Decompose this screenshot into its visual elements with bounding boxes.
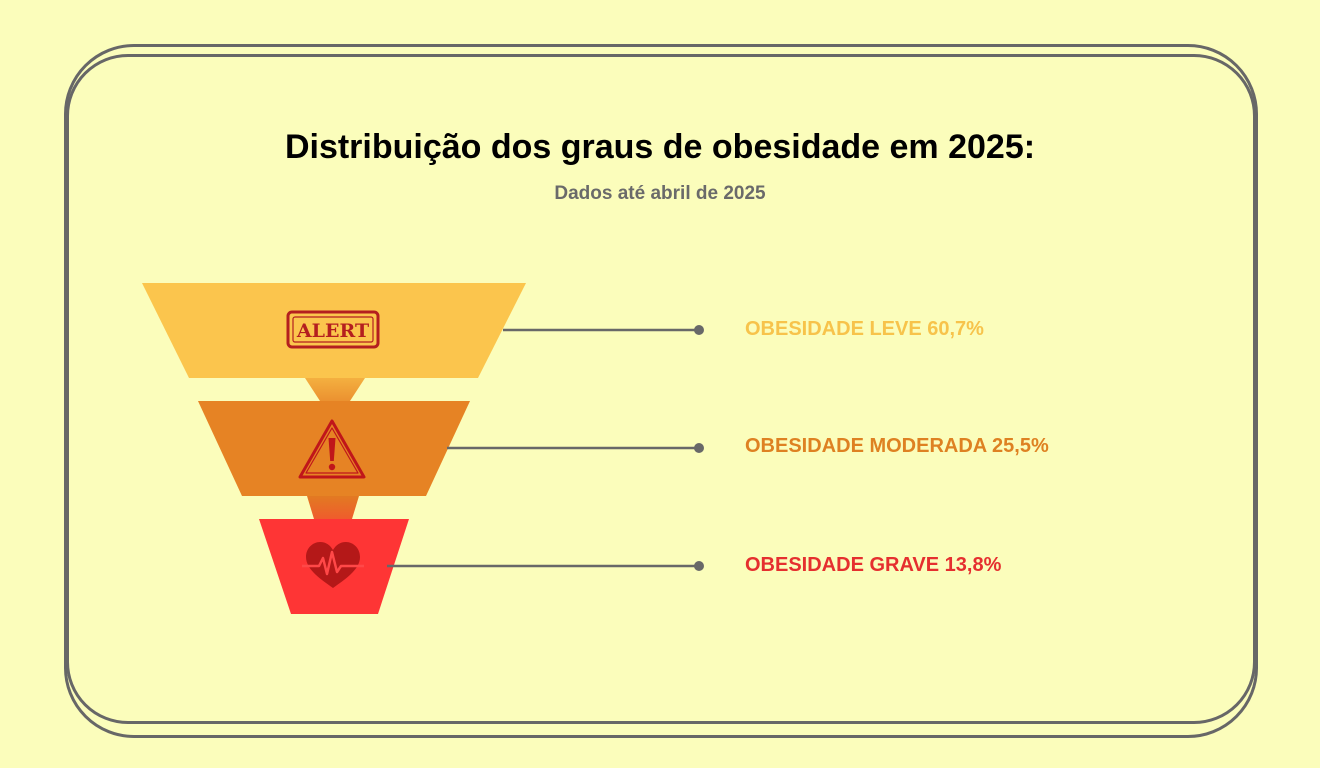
leader-dot-grave bbox=[694, 561, 704, 571]
chart-subtitle: Dados até abril de 2025 bbox=[554, 183, 766, 204]
chart-title: Distribuição dos graus de obesidade em 2… bbox=[284, 128, 1036, 166]
funnel-connector-2 bbox=[307, 496, 359, 519]
label-obesidade-grave: OBESIDADE GRAVE 13,8% bbox=[745, 554, 1002, 576]
heart-pulse-icon bbox=[302, 542, 364, 588]
outer-frame bbox=[64, 44, 1258, 738]
svg-text:ALERT: ALERT bbox=[296, 320, 369, 342]
funnel-segment-leve bbox=[142, 283, 526, 378]
leader-dot-moderada bbox=[694, 443, 704, 453]
alert-stamp-icon: ALERT bbox=[286, 310, 380, 349]
label-obesidade-moderada: OBESIDADE MODERADA 25,5% bbox=[745, 435, 1049, 457]
inner-frame bbox=[66, 54, 1256, 724]
label-obesidade-leve: OBESIDADE LEVE 60,7% bbox=[745, 318, 984, 340]
warning-triangle-icon bbox=[298, 419, 366, 479]
funnel-connector-1 bbox=[305, 378, 365, 401]
leader-dot-leve bbox=[694, 325, 704, 335]
